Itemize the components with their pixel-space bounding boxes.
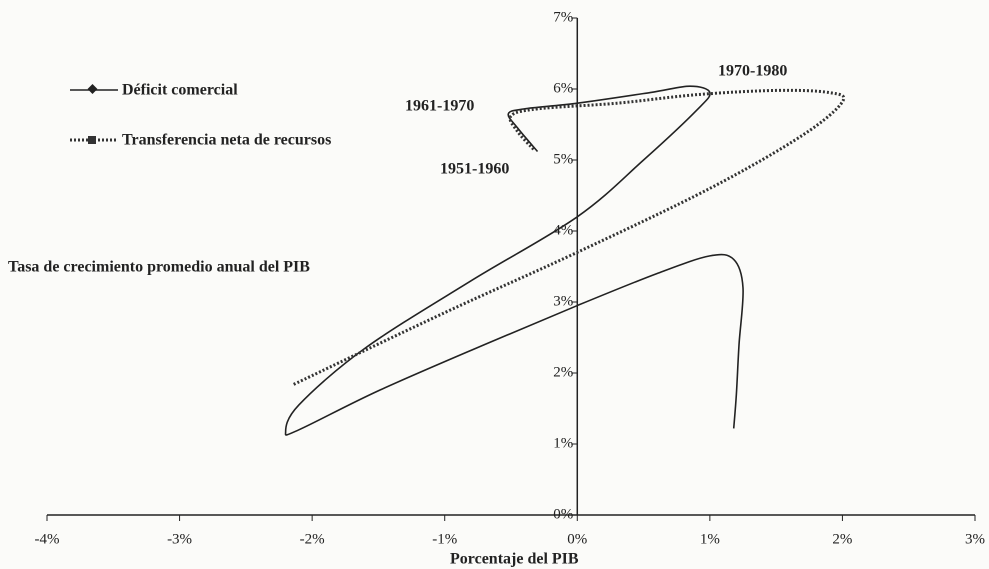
x-tick-label: 2% (832, 531, 852, 547)
x-tick-label: 0% (567, 531, 587, 547)
x-tick-label: -2% (300, 531, 325, 547)
x-axis-label: Porcentaje del PIB (450, 551, 579, 568)
x-tick-label: 1% (700, 531, 720, 547)
x-tick-label: -4% (35, 531, 60, 547)
series-line (284, 85, 744, 436)
y-tick-label: 5% (553, 151, 573, 167)
legend-marker (87, 84, 98, 94)
y-tick-label: 7% (553, 9, 573, 25)
annotation: 1961-1970 (405, 98, 474, 115)
y-tick-label: 3% (553, 293, 573, 309)
y-tick-label: 2% (553, 364, 573, 380)
legend-marker (88, 136, 96, 144)
legend-label: Déficit comercial (122, 82, 238, 99)
y-tick-label: 4% (553, 222, 573, 238)
x-tick-label: -3% (167, 531, 192, 547)
x-tick-label: -1% (432, 531, 457, 547)
y-axis-label: Tasa de crecimiento promedio anual del P… (8, 259, 310, 276)
y-tick-label: 0% (553, 506, 573, 522)
x-tick-label: 3% (965, 531, 985, 547)
annotation: 1951-1960 (440, 161, 509, 178)
annotation: 1970-1980 (718, 63, 787, 80)
y-tick-label: 1% (553, 435, 573, 451)
legend-label: Transferencia neta de recursos (122, 132, 331, 149)
y-tick-label: 6% (553, 80, 573, 96)
